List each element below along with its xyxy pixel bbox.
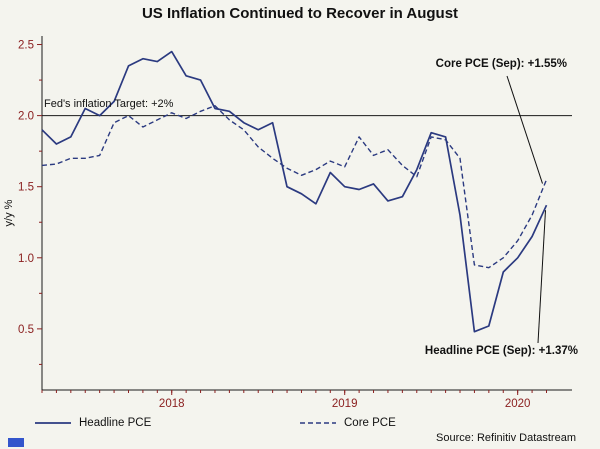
dashed-line-sample-icon xyxy=(300,422,336,424)
y-tick-label: 2.0 xyxy=(18,111,34,123)
datastream-logo-mark xyxy=(8,438,24,447)
legend-item-headline-pce: Headline PCE xyxy=(34,417,151,429)
annotation-core-pce: Core PCE (Sep): +1.55% xyxy=(435,58,567,70)
x-tick-label: 2020 xyxy=(505,398,531,410)
y-tick-label: 1.0 xyxy=(18,253,34,265)
x-tick-label: 2019 xyxy=(332,398,358,410)
legend: Headline PCE Core PCE xyxy=(0,417,600,433)
y-tick-label: 1.5 xyxy=(18,182,34,194)
fed-target-label: Fed's inflation Target: +2% xyxy=(44,98,174,110)
x-tick-label: 2018 xyxy=(159,398,185,410)
headline-callout-line xyxy=(537,210,546,344)
core-callout-line xyxy=(506,75,543,184)
y-axis-label: y/y % xyxy=(3,199,15,226)
chart-title: US Inflation Continued to Recover in Aug… xyxy=(141,5,459,22)
source-credit: Source: Refinitiv Datastream xyxy=(436,432,576,444)
series-line-headline-pce xyxy=(41,50,548,333)
solid-line-sample-icon xyxy=(35,422,71,424)
legend-item-core-pce: Core PCE xyxy=(299,417,396,429)
legend-label-core: Core PCE xyxy=(344,417,396,429)
series-line-core-pce xyxy=(41,104,548,269)
legend-label-headline: Headline PCE xyxy=(79,417,152,429)
y-tick-label: 2.5 xyxy=(18,40,34,52)
annotation-headline-pce: Headline PCE (Sep): +1.37% xyxy=(424,345,578,357)
y-tick-label: 0.5 xyxy=(18,324,34,336)
